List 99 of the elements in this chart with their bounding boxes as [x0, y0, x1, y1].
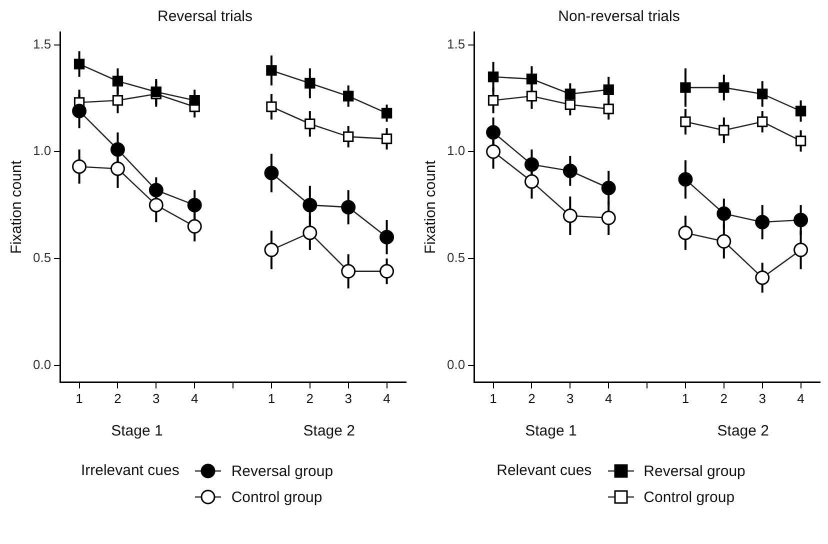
chart-title: Reversal trials [157, 8, 253, 26]
point [564, 88, 576, 100]
point [304, 118, 316, 130]
x-tick-label: 4 [383, 390, 390, 406]
chart-title: Non-reversal trials [558, 8, 680, 26]
point [486, 125, 501, 140]
x-tick-label: 3 [566, 390, 574, 406]
point [795, 136, 806, 146]
point [524, 174, 539, 189]
legend-label: Reversal group [231, 462, 334, 480]
x-tick-label: 3 [344, 390, 352, 406]
point [343, 90, 354, 102]
x-tick-label: 3 [758, 390, 766, 406]
point [526, 90, 538, 102]
point [343, 131, 354, 142]
x-tick-label: 1 [76, 390, 83, 406]
point [678, 172, 693, 187]
point [381, 133, 392, 144]
point [680, 116, 691, 128]
legend-title: Relevant cues [496, 461, 592, 481]
point [148, 198, 164, 212]
point [486, 144, 501, 159]
point [562, 208, 578, 223]
point [757, 116, 768, 128]
point [187, 198, 202, 212]
point [603, 84, 614, 96]
point [110, 161, 125, 176]
legend-title: Irrelevant cues [80, 461, 180, 481]
point [380, 230, 394, 244]
point [266, 101, 277, 112]
point [72, 104, 87, 118]
point [524, 157, 539, 172]
text: Stage 1 [525, 422, 577, 440]
y-tick-label: 1.0 [32, 143, 52, 158]
x-tick-label: 1 [490, 390, 497, 406]
x-tick-label: 4 [797, 390, 804, 406]
point [74, 58, 85, 70]
point [266, 65, 277, 76]
point [526, 74, 538, 84]
point [187, 219, 202, 234]
y-axis-title: Fixation count [422, 160, 440, 254]
point [795, 106, 806, 116]
point [680, 82, 691, 93]
point [757, 88, 768, 100]
x-tick-label: 1 [682, 390, 690, 406]
y-tick-label: 1.0 [446, 143, 466, 158]
legend-label: Control group [231, 488, 322, 506]
y-tick-label: 0.0 [32, 356, 52, 372]
point [302, 226, 318, 240]
point [112, 95, 124, 106]
x-tick-label: 2 [528, 390, 536, 406]
text: Stage 2 [717, 422, 769, 440]
text: Stage 1 [111, 422, 163, 440]
x-tick-label: 2 [114, 390, 122, 406]
y-tick-label: 0.5 [446, 250, 466, 266]
point [564, 99, 576, 110]
y-tick-label: 0.0 [446, 356, 466, 372]
point [380, 264, 394, 279]
point [488, 72, 499, 82]
x-tick-label: 3 [152, 390, 160, 406]
point [601, 180, 616, 196]
point [264, 166, 279, 180]
text: Stage 2 [303, 422, 355, 440]
y-tick-label: 1.5 [446, 36, 466, 52]
point [601, 210, 616, 226]
point [755, 214, 770, 230]
point [718, 82, 730, 93]
x-tick-label: 1 [268, 390, 276, 406]
point [302, 198, 318, 212]
x-tick-label: 4 [604, 390, 612, 406]
point [716, 206, 732, 221]
point [562, 164, 578, 178]
point [112, 76, 124, 86]
point [794, 242, 808, 258]
point [603, 104, 614, 114]
point [72, 159, 87, 174]
point [264, 242, 279, 258]
y-axis-title: Fixation count [8, 160, 26, 254]
legend-label: Control group [644, 488, 735, 506]
point [189, 95, 200, 106]
point [110, 142, 125, 157]
point [718, 124, 730, 136]
point [304, 78, 316, 89]
point [488, 95, 499, 106]
y-tick-label: 0.5 [32, 250, 52, 266]
point [716, 234, 732, 249]
point [341, 264, 356, 279]
point [150, 86, 162, 98]
point [148, 182, 164, 198]
point [794, 212, 808, 228]
x-tick-label: 2 [306, 390, 314, 406]
point [678, 226, 693, 240]
point [381, 108, 392, 119]
point [755, 270, 770, 285]
point [341, 200, 356, 214]
x-tick-label: 2 [720, 390, 728, 406]
legend-label: Reversal group [644, 462, 746, 480]
x-tick-label: 4 [190, 390, 198, 406]
y-tick-label: 1.5 [32, 36, 52, 52]
